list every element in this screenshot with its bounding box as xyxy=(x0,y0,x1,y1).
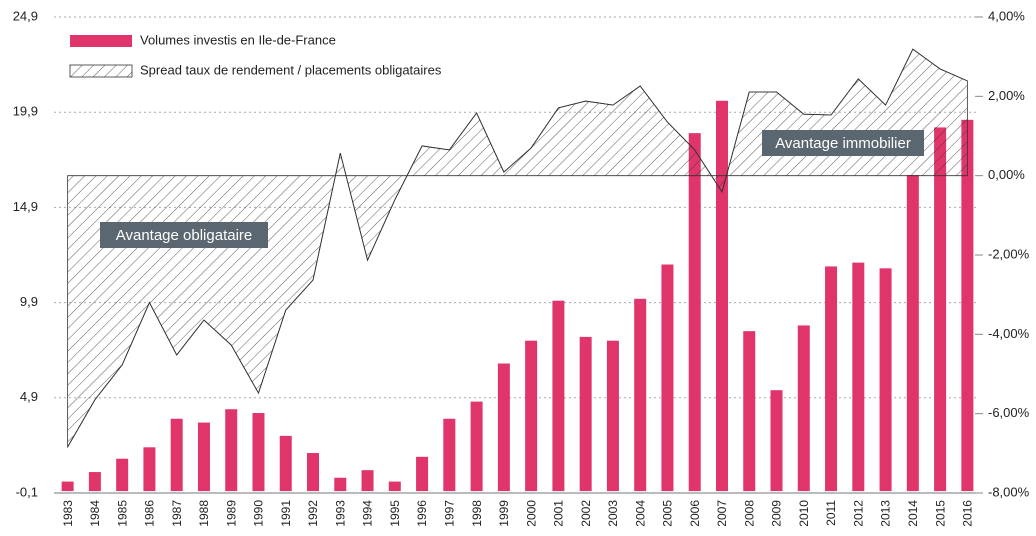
legend-label: Volumes investis en Ile-de-France xyxy=(140,32,336,47)
bar xyxy=(334,477,347,492)
x-tick-label: 1988 xyxy=(197,500,211,527)
x-tick-label: 2008 xyxy=(742,500,756,527)
x-tick-label: 2002 xyxy=(579,500,593,527)
x-tick-label: 2007 xyxy=(715,500,729,527)
y2-tick-label: -8,00% xyxy=(988,484,1030,499)
y-tick-label: 19,9 xyxy=(13,104,38,119)
x-tick-label: 2000 xyxy=(524,500,538,527)
x-tick-label: 2005 xyxy=(661,500,675,527)
bar xyxy=(661,264,674,492)
bar xyxy=(143,447,156,492)
bar xyxy=(879,268,892,492)
bar xyxy=(388,481,401,492)
x-tick-label: 2015 xyxy=(933,500,947,527)
y-tick-label: 14,9 xyxy=(13,199,38,214)
bar xyxy=(416,456,429,492)
bar xyxy=(797,325,810,492)
bar xyxy=(61,481,74,492)
bar xyxy=(361,470,374,492)
x-tick-label: 2016 xyxy=(961,500,975,527)
x-tick-label: 1992 xyxy=(306,500,320,527)
bar xyxy=(852,262,865,492)
bar xyxy=(88,472,101,492)
x-tick-label: 1995 xyxy=(388,500,402,527)
bar xyxy=(961,119,974,492)
bar xyxy=(252,413,265,492)
x-tick-label: 1983 xyxy=(61,500,75,527)
x-tick-label: 1999 xyxy=(497,500,511,527)
y2-tick-label: 4,00% xyxy=(988,8,1025,23)
x-tick-label: 1997 xyxy=(443,500,457,527)
bar xyxy=(743,331,756,492)
bar xyxy=(307,453,320,492)
bar xyxy=(116,458,129,492)
x-tick-label: 1984 xyxy=(88,500,102,527)
bar xyxy=(906,175,919,492)
annotation: Avantage obligataire xyxy=(116,227,253,244)
x-tick-label: 1987 xyxy=(170,500,184,527)
bar xyxy=(197,422,210,492)
x-tick-label: 1996 xyxy=(415,500,429,527)
x-tick-label: 1994 xyxy=(361,500,375,527)
x-tick-label: 2006 xyxy=(688,500,702,527)
bar xyxy=(770,390,783,492)
x-tick-label: 2003 xyxy=(606,500,620,527)
bar xyxy=(552,300,565,492)
x-tick-label: 2012 xyxy=(851,500,865,527)
x-tick-label: 2014 xyxy=(906,500,920,527)
legend-label: Spread taux de rendement / placements ob… xyxy=(140,62,442,77)
bar xyxy=(443,418,456,492)
x-tick-label: 2001 xyxy=(552,500,566,527)
y2-tick-label: -4,00% xyxy=(988,326,1030,341)
bar xyxy=(825,266,838,492)
y-tick-label: 24,9 xyxy=(13,8,38,23)
x-tick-label: 1986 xyxy=(143,500,157,527)
y2-tick-label: 2,00% xyxy=(988,88,1025,103)
bar xyxy=(688,133,701,492)
legend-swatch xyxy=(69,64,133,78)
bar xyxy=(715,100,728,492)
bar xyxy=(606,340,619,492)
bar xyxy=(225,409,238,492)
bar xyxy=(634,298,647,492)
bar xyxy=(525,340,538,492)
x-tick-label: 2010 xyxy=(797,500,811,527)
bar xyxy=(470,401,483,492)
x-tick-label: 1991 xyxy=(279,500,293,527)
bar xyxy=(579,336,592,492)
y2-tick-label: -2,00% xyxy=(988,246,1030,261)
x-tick-label: 1989 xyxy=(224,500,238,527)
y-tick-label: -0,1 xyxy=(16,484,38,499)
x-tick-label: 1993 xyxy=(333,500,347,527)
bar xyxy=(934,127,947,492)
y-tick-label: 4,9 xyxy=(20,389,38,404)
annotation-box xyxy=(762,130,924,156)
x-tick-label: 2009 xyxy=(770,500,784,527)
x-tick-label: 2011 xyxy=(824,500,838,526)
spread-line xyxy=(67,48,968,448)
y-tick-label: 9,9 xyxy=(20,294,38,309)
y2-tick-label: 0,00% xyxy=(988,167,1025,182)
bar xyxy=(170,418,183,492)
bar xyxy=(279,435,292,492)
x-tick-label: 1985 xyxy=(115,500,129,527)
legend-swatch xyxy=(70,35,132,47)
x-tick-label: 1998 xyxy=(470,500,484,527)
bar xyxy=(497,363,510,492)
y2-tick-label: -6,00% xyxy=(988,405,1030,420)
annotation-box xyxy=(100,222,268,248)
x-tick-label: 1990 xyxy=(252,500,266,527)
x-tick-label: 2013 xyxy=(879,500,893,527)
x-tick-label: 2004 xyxy=(633,500,647,527)
annotation: Avantage immobilier xyxy=(775,135,911,152)
